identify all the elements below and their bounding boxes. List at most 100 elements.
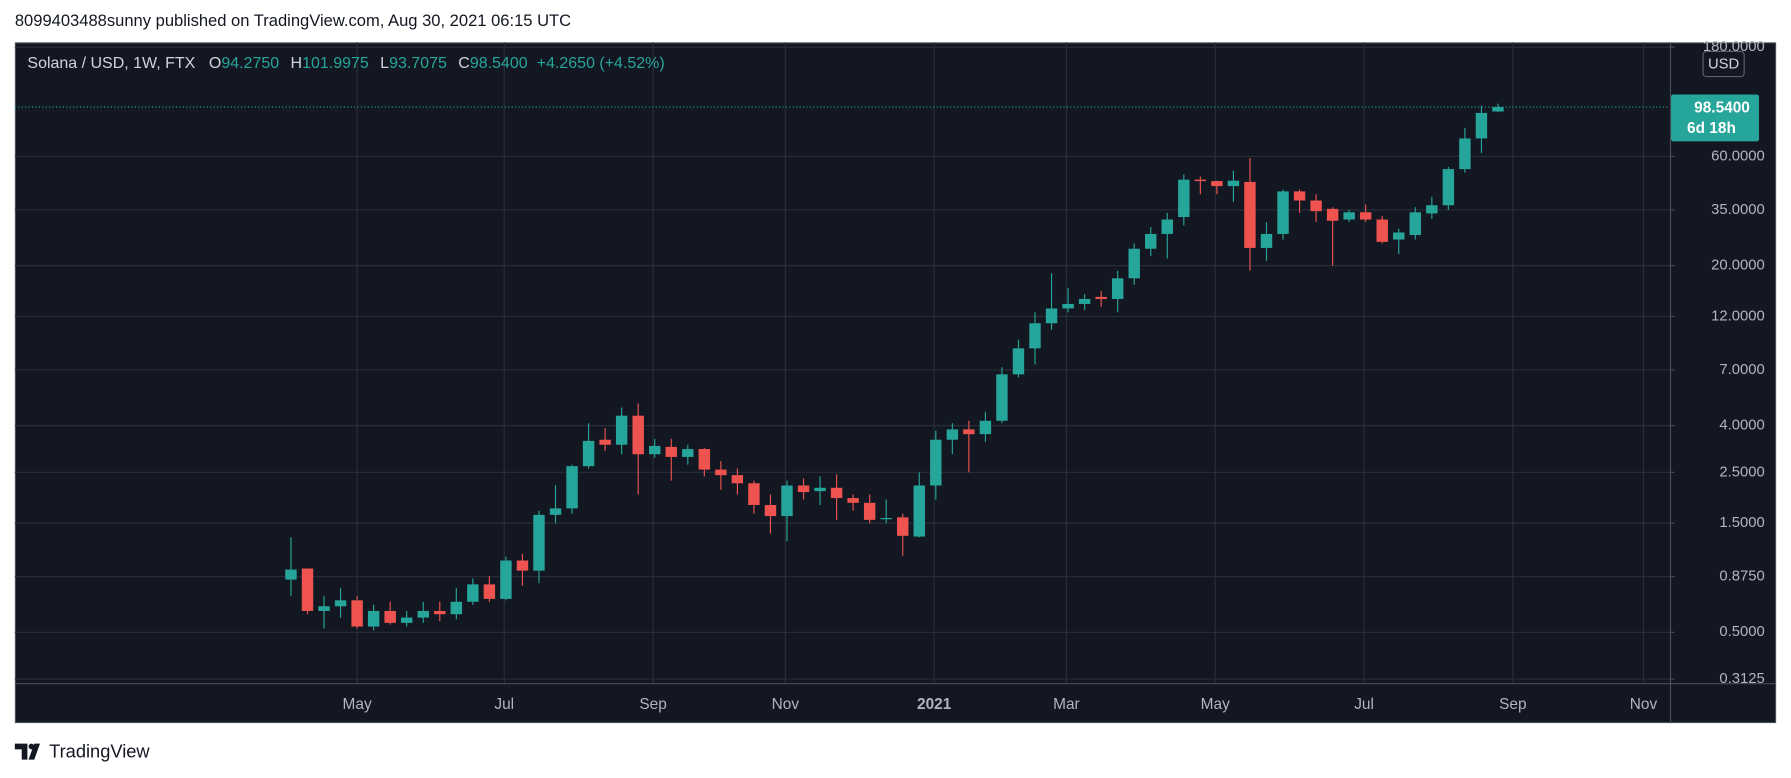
y-tick-label: 1.5000: [1719, 515, 1764, 531]
y-tick-label: 12.0000: [1711, 308, 1765, 324]
candle-body: [301, 568, 314, 611]
axes: 180.000060.000035.000020.000012.00007.00…: [343, 39, 1765, 713]
x-tick-label: Jul: [1354, 696, 1374, 713]
candle-body: [1194, 179, 1207, 182]
ohlc-fields: O94.2750 H101.9975 L93.7075 C98.5400 +4.2650…: [209, 55, 665, 72]
candle-body: [1111, 278, 1124, 299]
y-tick-label: 2.5000: [1719, 464, 1764, 480]
y-tick-label: 0.3125: [1719, 671, 1764, 687]
candle-body: [863, 502, 876, 520]
price-tag-value: 98.5400: [1694, 99, 1750, 116]
candle-body: [764, 504, 777, 517]
change: +4.2650 (+4.52%): [537, 55, 665, 72]
candle-body: [384, 610, 396, 623]
x-tick-label: Mar: [1053, 696, 1080, 713]
candle-body: [1161, 219, 1173, 234]
candle-body: [367, 610, 380, 627]
brand: TradingView: [49, 741, 150, 762]
candle-body: [930, 439, 942, 486]
candle-body: [516, 560, 529, 571]
x-tick-label: Sep: [639, 696, 666, 713]
candle-body: [566, 466, 578, 509]
y-tick-label: 60.0000: [1711, 148, 1765, 164]
candle-body: [1012, 348, 1025, 375]
candle-body: [500, 560, 512, 599]
y-tick-label: 4.0000: [1719, 418, 1764, 434]
candle-body: [797, 485, 810, 493]
field-value: 101.9975: [302, 55, 369, 72]
candle-body: [1078, 298, 1091, 304]
field-key: O: [209, 55, 221, 72]
candle-body: [1359, 212, 1372, 220]
candle-body: [781, 485, 793, 517]
field-key: H: [291, 55, 303, 72]
candle-body: [814, 487, 826, 492]
candle-body: [533, 514, 545, 571]
candle-body: [996, 374, 1008, 421]
candle-body: [830, 487, 843, 499]
x-tick-label: Sep: [1499, 696, 1526, 713]
candle-body: [1128, 248, 1140, 279]
candle-body: [400, 617, 413, 623]
x-tick-label: May: [343, 696, 372, 713]
x-tick-label: Jul: [494, 696, 514, 713]
candle-body: [1310, 200, 1322, 212]
logo: TradingView: [14, 741, 150, 762]
candle-body: [434, 610, 446, 615]
candle-body: [897, 517, 909, 536]
candle-body: [351, 600, 363, 627]
field-value: 98.5400: [470, 55, 528, 72]
field-value: 94.2750: [221, 55, 279, 72]
symbol: Solana / USD, 1W, FTX: [27, 55, 195, 72]
attribution: 8099403488sunny published on TradingView…: [15, 11, 571, 30]
grid: [14, 42, 1670, 684]
candle-body: [1442, 169, 1455, 206]
candle-body: [880, 517, 892, 520]
candle-body: [731, 475, 744, 484]
candle-body: [1045, 308, 1058, 324]
candle-body: [1244, 181, 1256, 248]
candle-body: [632, 415, 644, 455]
candle-body: [599, 439, 611, 445]
candle-body: [1260, 233, 1273, 248]
field-key: C: [458, 55, 470, 72]
x-tick-label: Nov: [1630, 696, 1658, 713]
currency-label: USD: [1708, 57, 1739, 73]
y-tick-label: 35.0000: [1711, 202, 1765, 218]
candle-body: [1062, 303, 1074, 309]
price-tag-countdown: 6d 18h: [1687, 120, 1736, 137]
candle-body: [682, 449, 694, 457]
candle-body: [1426, 205, 1438, 214]
candle-body: [1459, 138, 1471, 170]
y-tick-label: 0.5000: [1719, 624, 1764, 640]
candle-body: [1343, 212, 1355, 220]
candle-body: [1492, 107, 1504, 112]
candle-body: [467, 584, 479, 602]
candle-body: [748, 483, 760, 505]
field-value: 93.7075: [389, 55, 447, 72]
y-tick-label: 7.0000: [1719, 362, 1764, 378]
legend-header: Solana / USD, 1W, FTX O94.2750 H101.9975 L…: [27, 55, 664, 72]
candle-body: [1277, 191, 1289, 234]
chart-frame: [14, 42, 1777, 724]
candle-body: [1095, 296, 1107, 299]
candle-body: [979, 420, 992, 435]
x-tick-label: 2021: [917, 696, 952, 713]
candle-body: [913, 485, 925, 537]
candle-body: [334, 600, 347, 607]
candle-body: [1178, 179, 1190, 218]
x-tick-label: May: [1201, 696, 1230, 713]
candle-body: [285, 569, 297, 580]
candle-body: [1293, 191, 1306, 201]
candle-body: [450, 601, 463, 615]
candle-body: [615, 415, 628, 445]
y-tick-label: 20.0000: [1711, 258, 1765, 274]
candle-body: [1475, 112, 1488, 139]
candle-body: [1376, 219, 1388, 242]
candle-body: [1409, 212, 1422, 236]
field-key: L: [380, 55, 389, 72]
candle-body: [318, 606, 330, 611]
candle-body: [1227, 180, 1240, 187]
candles: [14, 103, 1670, 631]
